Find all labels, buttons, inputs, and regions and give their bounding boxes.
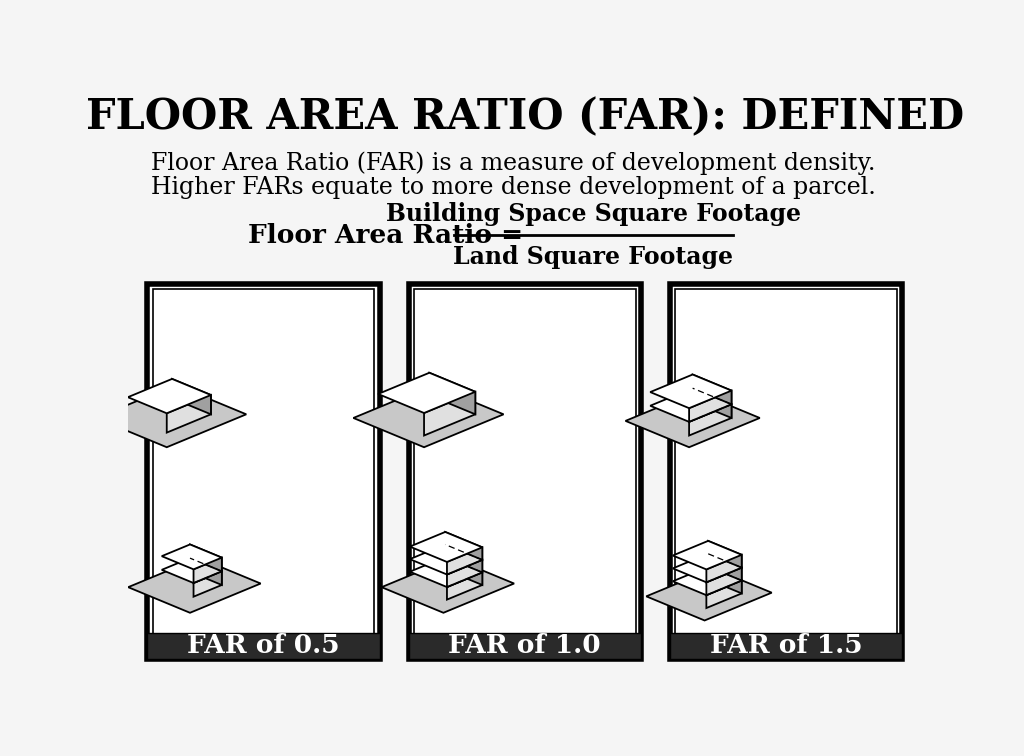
Polygon shape — [167, 395, 211, 432]
Polygon shape — [96, 385, 246, 448]
Polygon shape — [626, 392, 760, 448]
Text: FAR of 0.5: FAR of 0.5 — [187, 634, 340, 658]
Polygon shape — [445, 544, 482, 572]
Text: FLOOR AREA RATIO (FAR): DEFINED: FLOOR AREA RATIO (FAR): DEFINED — [86, 96, 964, 138]
Polygon shape — [650, 388, 731, 422]
Polygon shape — [429, 373, 475, 414]
Text: FAR of 1.0: FAR of 1.0 — [449, 634, 601, 658]
Polygon shape — [646, 569, 772, 621]
Bar — [147, 633, 380, 659]
Bar — [414, 290, 636, 654]
Polygon shape — [707, 568, 741, 595]
Bar — [670, 633, 902, 659]
Polygon shape — [162, 558, 222, 583]
Polygon shape — [673, 553, 741, 582]
Polygon shape — [162, 544, 222, 569]
Polygon shape — [378, 373, 475, 413]
Polygon shape — [692, 388, 731, 418]
Polygon shape — [410, 557, 482, 587]
Text: Building Space Square Footage: Building Space Square Footage — [385, 202, 801, 226]
Bar — [670, 284, 902, 659]
Polygon shape — [382, 558, 514, 613]
Polygon shape — [353, 385, 504, 448]
Polygon shape — [190, 544, 222, 572]
Polygon shape — [709, 567, 741, 593]
Polygon shape — [689, 404, 731, 435]
Polygon shape — [424, 392, 475, 435]
Polygon shape — [172, 379, 211, 414]
Polygon shape — [410, 544, 482, 575]
Polygon shape — [707, 555, 741, 582]
Polygon shape — [445, 532, 482, 560]
Polygon shape — [445, 557, 482, 585]
Polygon shape — [709, 541, 741, 568]
Polygon shape — [689, 391, 731, 422]
Polygon shape — [709, 553, 741, 581]
Bar — [675, 290, 897, 654]
Text: Floor Area Ratio =: Floor Area Ratio = — [248, 223, 532, 248]
Polygon shape — [707, 581, 741, 608]
Polygon shape — [446, 547, 482, 575]
Polygon shape — [692, 374, 731, 404]
Text: FAR of 1.5: FAR of 1.5 — [710, 634, 862, 658]
Polygon shape — [673, 541, 741, 569]
Bar — [409, 284, 641, 659]
Text: Floor Area Ratio (FAR) is a measure of development density.: Floor Area Ratio (FAR) is a measure of d… — [152, 151, 876, 175]
Polygon shape — [128, 379, 211, 414]
Text: Higher FARs equate to more dense development of a parcel.: Higher FARs equate to more dense develop… — [152, 176, 877, 200]
Polygon shape — [410, 532, 482, 562]
Polygon shape — [194, 572, 222, 596]
Bar — [409, 633, 641, 659]
Polygon shape — [190, 558, 222, 585]
Bar — [147, 284, 380, 659]
Polygon shape — [650, 374, 731, 408]
Text: Land Square Footage: Land Square Footage — [453, 245, 733, 269]
Polygon shape — [673, 567, 741, 595]
Polygon shape — [446, 560, 482, 587]
Polygon shape — [446, 572, 482, 600]
Polygon shape — [194, 558, 222, 583]
Polygon shape — [128, 558, 261, 613]
Bar — [153, 290, 375, 654]
